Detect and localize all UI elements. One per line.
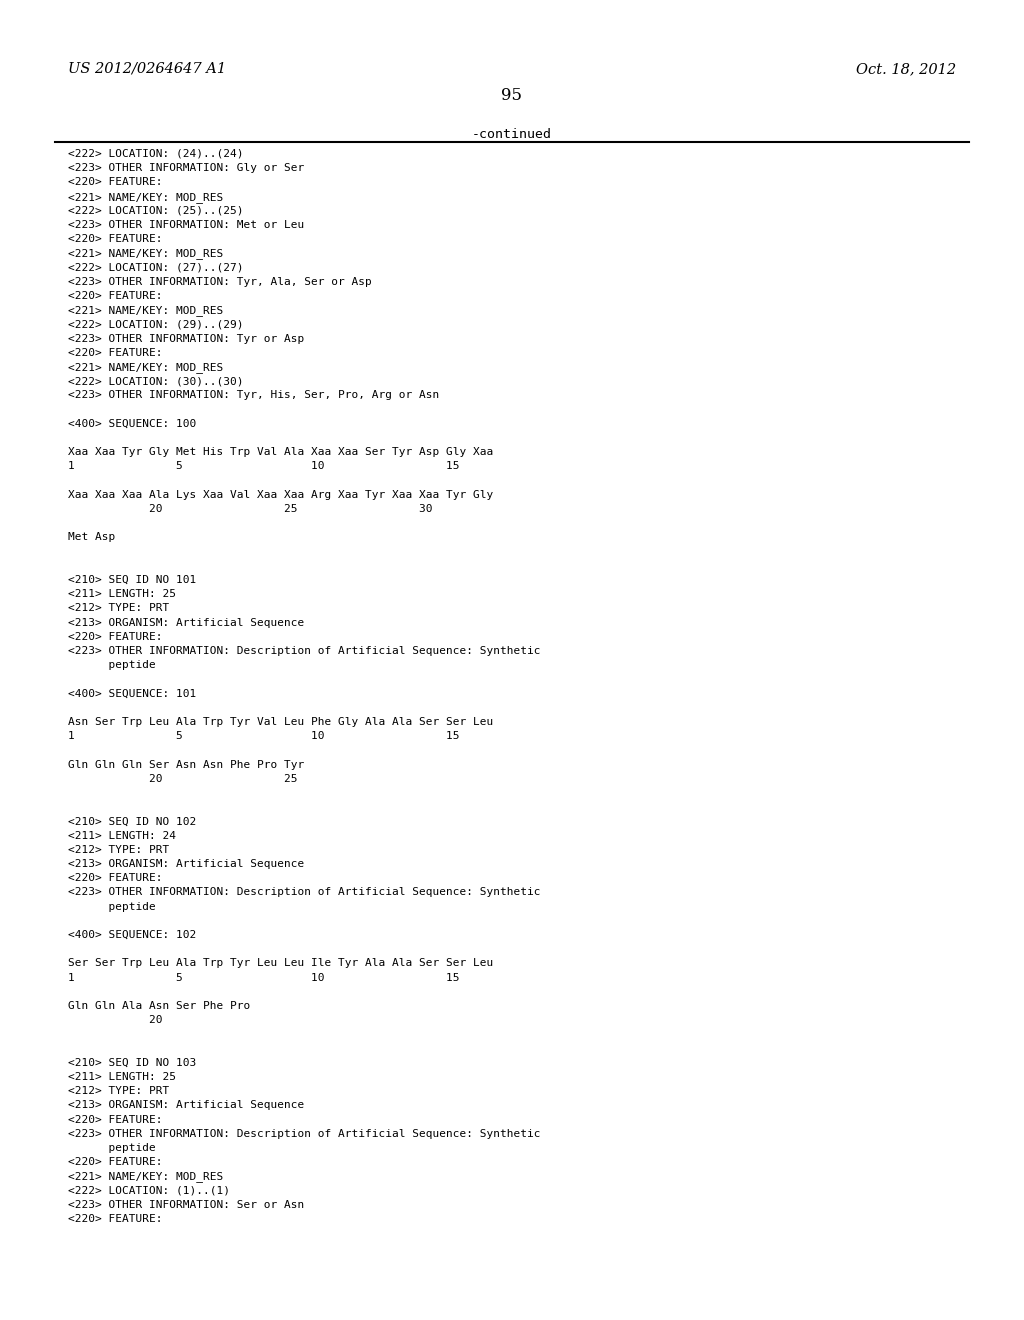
Text: Asn Ser Trp Leu Ala Trp Tyr Val Leu Phe Gly Ala Ala Ser Ser Leu: Asn Ser Trp Leu Ala Trp Tyr Val Leu Phe … — [68, 717, 494, 727]
Text: <222> LOCATION: (24)..(24): <222> LOCATION: (24)..(24) — [68, 149, 244, 158]
Text: <220> FEATURE:: <220> FEATURE: — [68, 234, 163, 244]
Text: peptide: peptide — [68, 660, 156, 671]
Text: <222> LOCATION: (1)..(1): <222> LOCATION: (1)..(1) — [68, 1185, 230, 1196]
Text: <222> LOCATION: (25)..(25): <222> LOCATION: (25)..(25) — [68, 206, 244, 215]
Text: Ser Ser Trp Leu Ala Trp Tyr Leu Leu Ile Tyr Ala Ala Ser Ser Leu: Ser Ser Trp Leu Ala Trp Tyr Leu Leu Ile … — [68, 958, 494, 969]
Text: <212> TYPE: PRT: <212> TYPE: PRT — [68, 1086, 169, 1096]
Text: <221> NAME/KEY: MOD_RES: <221> NAME/KEY: MOD_RES — [68, 191, 223, 202]
Text: 20: 20 — [68, 1015, 163, 1026]
Text: <220> FEATURE:: <220> FEATURE: — [68, 1114, 163, 1125]
Text: <213> ORGANISM: Artificial Sequence: <213> ORGANISM: Artificial Sequence — [68, 1101, 304, 1110]
Text: 1               5                   10                  15: 1 5 10 15 — [68, 731, 460, 742]
Text: <221> NAME/KEY: MOD_RES: <221> NAME/KEY: MOD_RES — [68, 362, 223, 374]
Text: peptide: peptide — [68, 902, 156, 912]
Text: Xaa Xaa Xaa Ala Lys Xaa Val Xaa Xaa Arg Xaa Tyr Xaa Xaa Tyr Gly: Xaa Xaa Xaa Ala Lys Xaa Val Xaa Xaa Arg … — [68, 490, 494, 500]
Text: Xaa Xaa Tyr Gly Met His Trp Val Ala Xaa Xaa Ser Tyr Asp Gly Xaa: Xaa Xaa Tyr Gly Met His Trp Val Ala Xaa … — [68, 447, 494, 457]
Text: <221> NAME/KEY: MOD_RES: <221> NAME/KEY: MOD_RES — [68, 305, 223, 315]
Text: <222> LOCATION: (30)..(30): <222> LOCATION: (30)..(30) — [68, 376, 244, 387]
Text: <210> SEQ ID NO 103: <210> SEQ ID NO 103 — [68, 1057, 197, 1068]
Text: <213> ORGANISM: Artificial Sequence: <213> ORGANISM: Artificial Sequence — [68, 859, 304, 869]
Text: Met Asp: Met Asp — [68, 532, 116, 543]
Text: <220> FEATURE:: <220> FEATURE: — [68, 347, 163, 358]
Text: Oct. 18, 2012: Oct. 18, 2012 — [856, 62, 956, 77]
Text: <220> FEATURE:: <220> FEATURE: — [68, 290, 163, 301]
Text: <223> OTHER INFORMATION: Ser or Asn: <223> OTHER INFORMATION: Ser or Asn — [68, 1200, 304, 1210]
Text: <222> LOCATION: (29)..(29): <222> LOCATION: (29)..(29) — [68, 319, 244, 330]
Text: <223> OTHER INFORMATION: Tyr, Ala, Ser or Asp: <223> OTHER INFORMATION: Tyr, Ala, Ser o… — [68, 277, 372, 286]
Text: <223> OTHER INFORMATION: Met or Leu: <223> OTHER INFORMATION: Met or Leu — [68, 220, 304, 230]
Text: <400> SEQUENCE: 100: <400> SEQUENCE: 100 — [68, 418, 197, 429]
Text: <223> OTHER INFORMATION: Gly or Ser: <223> OTHER INFORMATION: Gly or Ser — [68, 164, 304, 173]
Text: <220> FEATURE:: <220> FEATURE: — [68, 177, 163, 187]
Text: <222> LOCATION: (27)..(27): <222> LOCATION: (27)..(27) — [68, 263, 244, 273]
Text: peptide: peptide — [68, 1143, 156, 1152]
Text: 1               5                   10                  15: 1 5 10 15 — [68, 462, 460, 471]
Text: 95: 95 — [502, 87, 522, 104]
Text: <210> SEQ ID NO 102: <210> SEQ ID NO 102 — [68, 816, 197, 826]
Text: <400> SEQUENCE: 101: <400> SEQUENCE: 101 — [68, 689, 197, 698]
Text: <211> LENGTH: 25: <211> LENGTH: 25 — [68, 1072, 176, 1082]
Text: <220> FEATURE:: <220> FEATURE: — [68, 632, 163, 642]
Text: <223> OTHER INFORMATION: Description of Artificial Sequence: Synthetic: <223> OTHER INFORMATION: Description of … — [68, 1129, 541, 1139]
Text: <212> TYPE: PRT: <212> TYPE: PRT — [68, 603, 169, 614]
Text: 1               5                   10                  15: 1 5 10 15 — [68, 973, 460, 982]
Text: <400> SEQUENCE: 102: <400> SEQUENCE: 102 — [68, 931, 197, 940]
Text: Gln Gln Gln Ser Asn Asn Phe Pro Tyr: Gln Gln Gln Ser Asn Asn Phe Pro Tyr — [68, 759, 304, 770]
Text: <223> OTHER INFORMATION: Description of Artificial Sequence: Synthetic: <223> OTHER INFORMATION: Description of … — [68, 887, 541, 898]
Text: -continued: -continued — [472, 128, 552, 141]
Text: 20                  25                  30: 20 25 30 — [68, 504, 432, 513]
Text: <223> OTHER INFORMATION: Tyr or Asp: <223> OTHER INFORMATION: Tyr or Asp — [68, 334, 304, 343]
Text: US 2012/0264647 A1: US 2012/0264647 A1 — [68, 62, 226, 77]
Text: <212> TYPE: PRT: <212> TYPE: PRT — [68, 845, 169, 855]
Text: <223> OTHER INFORMATION: Description of Artificial Sequence: Synthetic: <223> OTHER INFORMATION: Description of … — [68, 645, 541, 656]
Text: <211> LENGTH: 25: <211> LENGTH: 25 — [68, 589, 176, 599]
Text: <211> LENGTH: 24: <211> LENGTH: 24 — [68, 830, 176, 841]
Text: <220> FEATURE:: <220> FEATURE: — [68, 1214, 163, 1224]
Text: 20                  25: 20 25 — [68, 774, 298, 784]
Text: <210> SEQ ID NO 101: <210> SEQ ID NO 101 — [68, 576, 197, 585]
Text: <213> ORGANISM: Artificial Sequence: <213> ORGANISM: Artificial Sequence — [68, 618, 304, 627]
Text: <223> OTHER INFORMATION: Tyr, His, Ser, Pro, Arg or Asn: <223> OTHER INFORMATION: Tyr, His, Ser, … — [68, 391, 439, 400]
Text: <220> FEATURE:: <220> FEATURE: — [68, 874, 163, 883]
Text: <221> NAME/KEY: MOD_RES: <221> NAME/KEY: MOD_RES — [68, 248, 223, 259]
Text: <220> FEATURE:: <220> FEATURE: — [68, 1158, 163, 1167]
Text: Gln Gln Ala Asn Ser Phe Pro: Gln Gln Ala Asn Ser Phe Pro — [68, 1001, 250, 1011]
Text: <221> NAME/KEY: MOD_RES: <221> NAME/KEY: MOD_RES — [68, 1171, 223, 1183]
